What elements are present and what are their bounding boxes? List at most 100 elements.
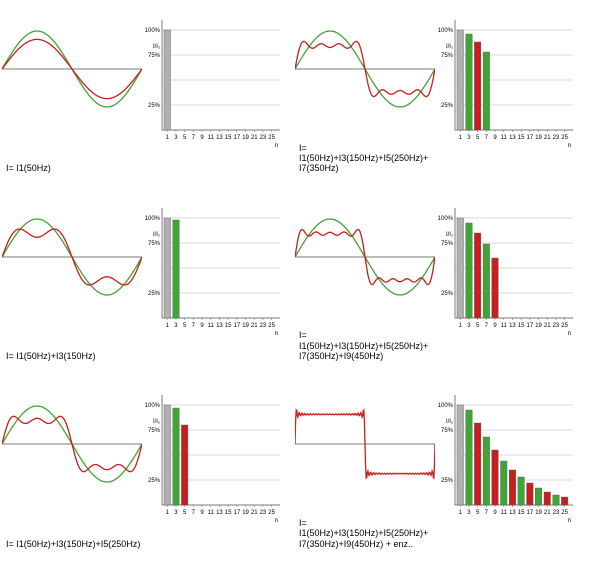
svg-text:3: 3 — [467, 323, 471, 329]
svg-text:11: 11 — [207, 510, 214, 516]
waveform-area: I= I1(50Hz)+I3(150Hz)+I5(250Hz)+I7(350Hz… — [295, 14, 437, 184]
svg-text:I/I₁: I/I₁ — [445, 231, 452, 237]
svg-text:19: 19 — [535, 510, 542, 516]
waveform-plot — [2, 389, 142, 499]
svg-text:1: 1 — [458, 135, 462, 141]
svg-text:100%: 100% — [144, 216, 160, 222]
waveform-plot — [2, 14, 142, 124]
svg-text:19: 19 — [242, 323, 249, 329]
svg-text:21: 21 — [250, 510, 257, 516]
waveform-plot — [295, 202, 435, 312]
barchart-area: 25%75%100%I/I₁135791113151719212325n — [144, 389, 286, 559]
panel-2: I= I1(50Hz)+I3(150Hz)25%75%100%I/I₁13579… — [2, 202, 285, 372]
svg-text:19: 19 — [242, 510, 249, 516]
svg-text:25%: 25% — [147, 103, 160, 109]
svg-text:25: 25 — [268, 323, 275, 329]
waveform-area: I= I1(50Hz)+I3(150Hz)+I5(250Hz)+I7(350Hz… — [295, 202, 437, 372]
svg-text:15: 15 — [224, 135, 231, 141]
panel-caption: I= I1(50Hz)+I3(150Hz) — [6, 351, 96, 361]
svg-text:n: n — [567, 518, 570, 524]
svg-text:7: 7 — [191, 510, 195, 516]
barchart-area: 25%75%100%I/I₁135791113151719212325n — [437, 389, 579, 559]
panel-4: I= I1(50Hz)+I3(150Hz)+I5(250Hz)25%75%100… — [2, 389, 285, 559]
harmonic-bar-chart: 25%75%100%I/I₁135791113151719212325n — [437, 14, 577, 154]
svg-text:17: 17 — [233, 510, 240, 516]
svg-text:75%: 75% — [440, 428, 453, 434]
svg-text:13: 13 — [509, 135, 516, 141]
svg-text:100%: 100% — [144, 28, 160, 34]
svg-text:23: 23 — [259, 323, 266, 329]
harmonic-bar-chart: 25%75%100%I/I₁135791113151719212325n — [144, 389, 284, 529]
waveform-area: I= I1(50Hz)+I3(150Hz)+I5(250Hz) — [2, 389, 144, 559]
waveform-plot — [2, 202, 142, 312]
harmonic-bar-chart: 25%75%100%I/I₁135791113151719212325n — [437, 389, 577, 529]
svg-text:9: 9 — [200, 135, 204, 141]
panel-caption: I= I1(50Hz)+I3(150Hz)+I5(250Hz) — [6, 539, 140, 549]
svg-text:15: 15 — [224, 323, 231, 329]
waveform-area: I= I1(50Hz) — [2, 14, 144, 184]
waveform-plot — [295, 14, 435, 124]
svg-text:3: 3 — [467, 135, 471, 141]
svg-text:7: 7 — [191, 323, 195, 329]
svg-text:75%: 75% — [147, 428, 160, 434]
svg-text:25%: 25% — [440, 103, 453, 109]
svg-text:13: 13 — [216, 135, 223, 141]
harmonic-bar-chart: 25%75%100%I/I₁135791113151719212325n — [437, 202, 577, 342]
svg-text:3: 3 — [174, 323, 178, 329]
barchart-area: 25%75%100%I/I₁135791113151719212325n — [144, 14, 286, 184]
svg-text:23: 23 — [259, 135, 266, 141]
svg-text:75%: 75% — [147, 53, 160, 59]
svg-text:17: 17 — [526, 323, 533, 329]
svg-text:9: 9 — [493, 135, 497, 141]
svg-text:n: n — [274, 331, 277, 337]
panel-caption: I= I1(50Hz)+I3(150Hz)+I5(250Hz)+I7(350Hz… — [299, 143, 434, 174]
svg-text:9: 9 — [200, 323, 204, 329]
svg-text:21: 21 — [543, 510, 550, 516]
svg-text:15: 15 — [224, 510, 231, 516]
svg-text:25: 25 — [268, 135, 275, 141]
svg-text:21: 21 — [543, 323, 550, 329]
svg-text:9: 9 — [200, 510, 204, 516]
svg-text:1: 1 — [458, 510, 462, 516]
panel-3: I= I1(50Hz)+I3(150Hz)+I5(250Hz)+I7(350Hz… — [295, 202, 578, 372]
svg-text:1: 1 — [165, 510, 169, 516]
svg-text:17: 17 — [526, 510, 533, 516]
svg-text:11: 11 — [207, 135, 214, 141]
panel-caption: I= I1(50Hz)+I3(150Hz)+I5(250Hz)+I7(350Hz… — [299, 330, 434, 361]
svg-text:25%: 25% — [440, 291, 453, 297]
svg-text:11: 11 — [207, 323, 214, 329]
svg-text:I/I₁: I/I₁ — [445, 419, 452, 425]
svg-text:1: 1 — [165, 135, 169, 141]
svg-text:23: 23 — [552, 510, 559, 516]
panel-0: I= I1(50Hz)25%75%100%I/I₁135791113151719… — [2, 14, 285, 184]
svg-text:25: 25 — [561, 510, 568, 516]
svg-text:75%: 75% — [147, 241, 160, 247]
svg-text:23: 23 — [259, 510, 266, 516]
svg-text:75%: 75% — [440, 53, 453, 59]
svg-text:21: 21 — [250, 323, 257, 329]
svg-text:1: 1 — [458, 323, 462, 329]
svg-text:17: 17 — [233, 323, 240, 329]
svg-text:7: 7 — [484, 510, 488, 516]
svg-text:11: 11 — [500, 135, 507, 141]
svg-text:25: 25 — [268, 510, 275, 516]
svg-text:7: 7 — [484, 135, 488, 141]
panel-1: I= I1(50Hz)+I3(150Hz)+I5(250Hz)+I7(350Hz… — [295, 14, 578, 184]
svg-text:3: 3 — [174, 510, 178, 516]
svg-text:11: 11 — [500, 323, 507, 329]
panel-caption: I= I1(50Hz) — [6, 163, 51, 173]
svg-text:5: 5 — [182, 510, 186, 516]
svg-text:25%: 25% — [147, 478, 160, 484]
barchart-area: 25%75%100%I/I₁135791113151719212325n — [437, 202, 579, 372]
svg-text:100%: 100% — [437, 216, 453, 222]
svg-text:23: 23 — [552, 323, 559, 329]
svg-text:15: 15 — [517, 135, 524, 141]
barchart-area: 25%75%100%I/I₁135791113151719212325n — [144, 202, 286, 372]
svg-text:15: 15 — [517, 510, 524, 516]
svg-text:19: 19 — [242, 135, 249, 141]
svg-text:13: 13 — [216, 510, 223, 516]
svg-text:11: 11 — [500, 510, 507, 516]
svg-text:100%: 100% — [437, 28, 453, 34]
svg-text:21: 21 — [250, 135, 257, 141]
svg-text:5: 5 — [475, 135, 479, 141]
